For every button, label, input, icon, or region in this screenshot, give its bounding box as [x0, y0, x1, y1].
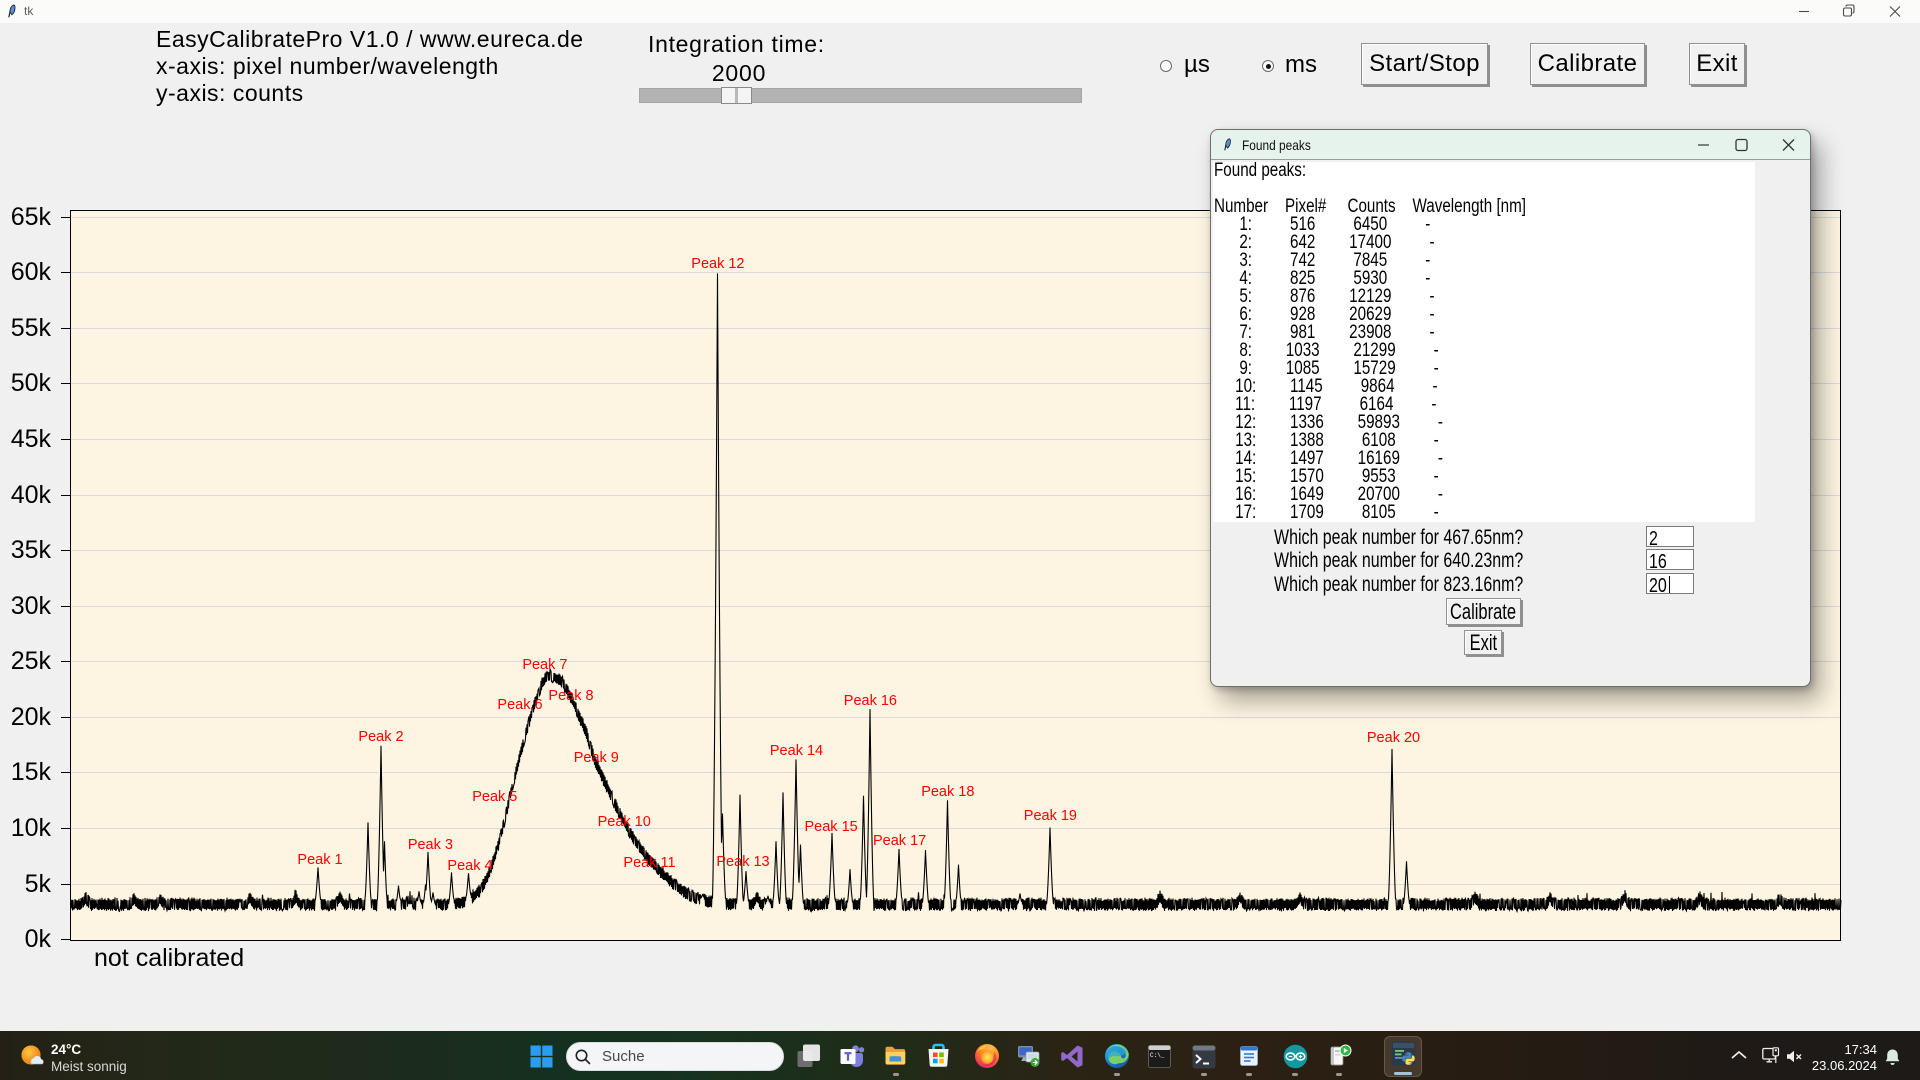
- svg-text:C:\_: C:\_: [1150, 1052, 1165, 1059]
